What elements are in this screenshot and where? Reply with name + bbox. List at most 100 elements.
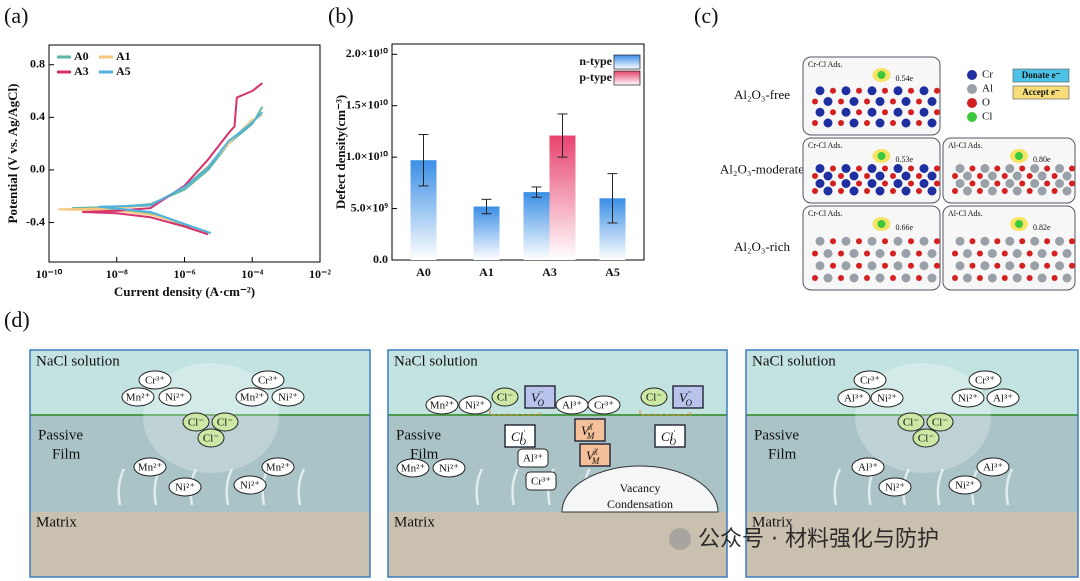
atom	[1044, 262, 1051, 269]
cation	[878, 477, 912, 497]
chloride	[926, 412, 954, 432]
atom	[919, 236, 929, 246]
atom	[916, 250, 922, 257]
cation	[425, 395, 459, 415]
atom	[1030, 179, 1040, 188]
defect-label: V·· O	[531, 387, 544, 408]
atom	[927, 249, 937, 258]
atom	[955, 179, 965, 188]
legend-atom-label: Cr	[982, 69, 993, 81]
atom	[934, 109, 940, 116]
atom	[1062, 249, 1072, 258]
legend-atom-label: Cl	[982, 111, 992, 123]
atom	[890, 120, 896, 126]
atom	[952, 173, 958, 179]
cation-label: Cr³⁺	[145, 375, 165, 387]
atom	[849, 171, 859, 181]
defect-label: V·· O	[679, 387, 692, 408]
atom	[815, 261, 825, 271]
atom	[955, 236, 965, 246]
atom	[841, 179, 851, 188]
flux-arrow	[297, 468, 306, 506]
charge-label: 0.80e	[1033, 155, 1051, 164]
atom	[994, 238, 1001, 245]
bracket	[639, 410, 691, 416]
defect-base: Cl	[511, 429, 524, 444]
solution-layer	[746, 350, 1078, 415]
atom	[1030, 236, 1040, 246]
y-tick-label: 1.5×10¹⁰	[346, 97, 388, 111]
legend-label: A3	[74, 64, 89, 78]
legend-atom	[967, 84, 977, 94]
atom	[916, 275, 922, 281]
atom	[955, 164, 965, 173]
atom	[856, 165, 862, 172]
legend-atom	[967, 112, 977, 122]
atom	[969, 238, 976, 245]
x-tick-label: A0	[416, 265, 431, 279]
matrix-label: Matrix	[36, 514, 77, 530]
panel-frame	[745, 349, 1079, 578]
x-tick-label: 10⁻⁸	[106, 267, 128, 281]
atom	[980, 164, 990, 173]
legend-swatch	[613, 70, 641, 86]
atom	[1055, 261, 1065, 271]
atom	[976, 188, 983, 194]
legend-box-label: Accept e⁻	[1022, 87, 1060, 97]
watermark: 公众号 · 材料强化与防护	[698, 527, 939, 552]
flux-arrow	[833, 468, 842, 506]
atom	[901, 97, 911, 106]
atom	[856, 238, 862, 245]
atom	[815, 164, 825, 173]
defect-sub: O	[685, 398, 692, 408]
atom	[976, 173, 983, 179]
defect-sup: ·	[673, 426, 675, 436]
defect-base: V	[531, 390, 541, 405]
atom	[919, 261, 929, 271]
atom	[882, 165, 888, 172]
cation	[158, 387, 192, 407]
x-tick-label: A3	[542, 265, 557, 279]
atom	[916, 173, 922, 179]
defect-base: Cl	[661, 429, 674, 444]
atom	[838, 250, 844, 257]
y-tick-label: 0.4	[30, 109, 45, 123]
bar	[473, 206, 500, 260]
chloride-label: Cl⁻	[497, 392, 513, 404]
flux-arrow	[1005, 468, 1014, 506]
atom	[908, 238, 914, 245]
row-label: Al₂O₃-rich	[734, 239, 790, 254]
defect-box	[524, 385, 556, 409]
cation	[458, 395, 492, 415]
chloride	[211, 412, 239, 432]
vacancy-dome	[561, 465, 719, 513]
cation-label: Ni²⁺	[165, 392, 185, 404]
cation	[168, 477, 202, 497]
x-tick-label: 10⁻⁶	[174, 267, 196, 281]
panel-label: (c)	[694, 3, 718, 28]
defect-box	[504, 424, 536, 448]
vacancy-label: Condensation	[607, 497, 673, 511]
y-tick-label: 1.0×10¹⁰	[346, 149, 388, 163]
cation	[870, 388, 904, 408]
solution-label: NaCl solution	[36, 353, 120, 369]
atom	[856, 87, 862, 94]
atom	[994, 180, 1001, 187]
cation-label: Cr³⁺	[594, 400, 614, 412]
atom	[841, 107, 851, 117]
defect-sup: ··	[687, 387, 692, 397]
atom	[962, 249, 972, 258]
atom	[952, 188, 958, 194]
chloride-label: Cl⁻	[217, 417, 233, 429]
cation	[986, 388, 1020, 408]
film-label: Film	[768, 446, 797, 462]
atom	[1055, 164, 1065, 173]
atom	[893, 179, 903, 188]
cation	[251, 370, 285, 390]
atom	[1026, 250, 1033, 257]
atom	[1062, 186, 1072, 196]
defect-box	[654, 424, 686, 448]
atom	[890, 188, 896, 194]
atom	[1037, 249, 1047, 258]
